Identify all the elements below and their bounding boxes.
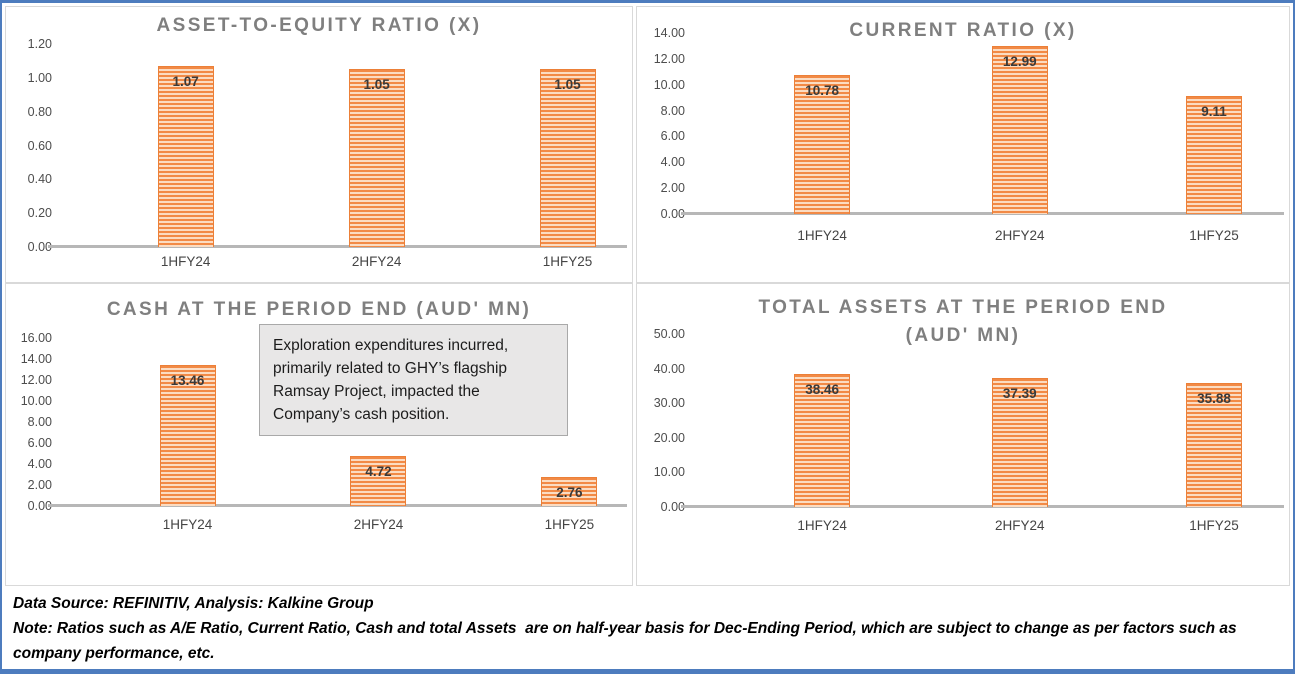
bar-1HFY25 [1186,382,1243,507]
data-source-line: Data Source: REFINITIV, Analysis: Kalkin… [13,595,374,612]
x-axis-line [681,212,1284,215]
x-axis-line [48,245,627,248]
y-axis-tick-label: 4.00 [660,155,685,170]
chart-title-line: CURRENT RATIO (X) [849,20,1077,41]
note-line: Note: Ratios such as A/E Ratio, Current … [13,620,1241,662]
y-axis-tick-label: 10.00 [653,465,685,480]
y-axis-tick-label: 8.00 [660,103,685,118]
y-axis-tick-label: 1.20 [27,37,52,51]
chart-title-line: (AUD' MN) [905,325,1021,346]
x-axis-line [48,504,627,507]
x-axis-category-label: 1HFY24 [162,517,213,532]
y-axis-tick-label: 0.40 [27,172,52,187]
y-axis-tick-label: 6.00 [27,436,52,450]
y-axis-tick-label: 0.20 [27,206,52,221]
y-axis-tick-label: 1.00 [27,70,52,85]
chart-panel-asset-to-equity-ratio: ASSET-TO-EQUITY RATIO (X) 1.20 1.00 0.80 0.6… [5,6,633,283]
charts-grid: ASSET-TO-EQUITY RATIO (X) 1.20 1.00 0.80 0.6… [5,6,1290,586]
bar-1HFY24 [157,65,214,247]
bar-1HFY25 [541,477,598,506]
bar-value-label: 9.11 [1201,104,1227,120]
x-axis-category-label: 2HFY24 [994,518,1045,533]
bar-2HFY24 [350,456,407,506]
y-axis-tick-label: 0.60 [27,138,52,153]
bar-2HFY24 [991,46,1048,214]
y-axis-tick-label: 6.00 [660,129,685,144]
bar-1HFY24 [794,373,851,507]
x-axis-category-label: 1HFY25 [544,517,595,532]
y-axis-tick-label: 2.00 [660,181,685,196]
y-axis-tick-label: 10.00 [653,77,685,92]
x-axis-category-label: 1HFY24 [160,254,211,269]
y-axis-tick-label: 4.00 [27,457,52,471]
y-axis-tick-label: 30.00 [653,396,685,411]
bar-value-label: 1.07 [172,73,199,89]
x-axis-category-label: 1HFY24 [797,518,847,533]
bar-value-label: 13.46 [170,372,205,388]
annotation-box: Exploration expenditures incurred, prima… [259,324,568,436]
y-axis-tick-label: 0.00 [27,499,52,513]
bar-value-label: 10.78 [805,82,840,98]
bar-1HFY24 [159,364,216,506]
y-axis-tick-label: 16.00 [20,331,52,345]
x-axis-category-label: 1HFY25 [1189,518,1239,533]
bar-value-label: 35.88 [1197,390,1231,406]
y-axis-tick-label: 50.00 [653,327,685,341]
chart-title: CURRENT RATIO (X) [637,17,1289,45]
footer: Data Source: REFINITIV, Analysis: Kalkin… [5,586,1290,666]
bar-value-label: 4.72 [365,464,392,480]
bar-1HFY24 [794,74,851,214]
chart-title: TOTAL ASSETS AT THE PERIOD END (AUD' MN) [637,294,1289,350]
chart-title: ASSET-TO-EQUITY RATIO (X) [6,12,632,40]
x-axis-category-label: 1HFY24 [797,228,847,243]
y-axis-tick-label: 14.00 [653,26,685,40]
chart-title-line: ASSET-TO-EQUITY RATIO (X) [156,15,482,36]
x-axis-category-label: 1HFY25 [1189,228,1239,243]
bar-2HFY24 [348,69,405,247]
chart-title-line: TOTAL ASSETS AT THE PERIOD END [758,297,1168,318]
y-axis-tick-label: 8.00 [27,415,52,429]
y-axis-tick-label: 40.00 [653,361,685,376]
chart-panel-total-assets-at-the-period-end: TOTAL ASSETS AT THE PERIOD END (AUD' MN) 5… [636,283,1290,586]
y-axis-tick-label: 12.00 [653,51,685,66]
bar-1HFY25 [539,69,596,247]
bar-value-label: 1.05 [554,77,581,93]
y-axis-tick-label: 0.80 [27,104,52,119]
y-axis-tick-label: 10.00 [20,394,52,408]
bar-value-label: 12.99 [1002,54,1037,70]
y-axis-tick-label: 0.00 [660,207,685,221]
chart-title: CASH AT THE PERIOD END (AUD' MN) [6,296,632,324]
x-axis-category-label: 2HFY24 [353,517,404,532]
bar-value-label: 37.39 [1002,385,1037,401]
y-axis-tick-label: 0.00 [660,500,685,514]
x-axis-category-label: 2HFY24 [994,228,1045,243]
chart-panel-current-ratio: CURRENT RATIO (X) 14.00 12.00 10.00 8.00 6.00… [636,6,1290,283]
y-axis-tick-label: 14.00 [20,352,52,366]
bar-value-label: 2.76 [556,485,583,501]
bar-value-label: 1.05 [363,77,390,93]
bar-2HFY24 [991,377,1048,507]
y-axis-tick-label: 2.00 [27,478,52,492]
chart-panel-cash-at-the-period-end: CASH AT THE PERIOD END (AUD' MN) 16.00 14.… [5,283,633,586]
x-axis-line [681,505,1284,508]
bar-1HFY25 [1186,96,1243,214]
y-axis-tick-label: 12.00 [20,373,52,387]
y-axis-tick-label: 20.00 [653,430,685,445]
bar-value-label: 38.46 [805,381,840,397]
x-axis-category-label: 1HFY25 [542,254,593,269]
chart-title-line: CASH AT THE PERIOD END (AUD' MN) [106,299,532,320]
x-axis-category-label: 2HFY24 [351,254,402,269]
y-axis-tick-label: 0.00 [27,240,52,254]
